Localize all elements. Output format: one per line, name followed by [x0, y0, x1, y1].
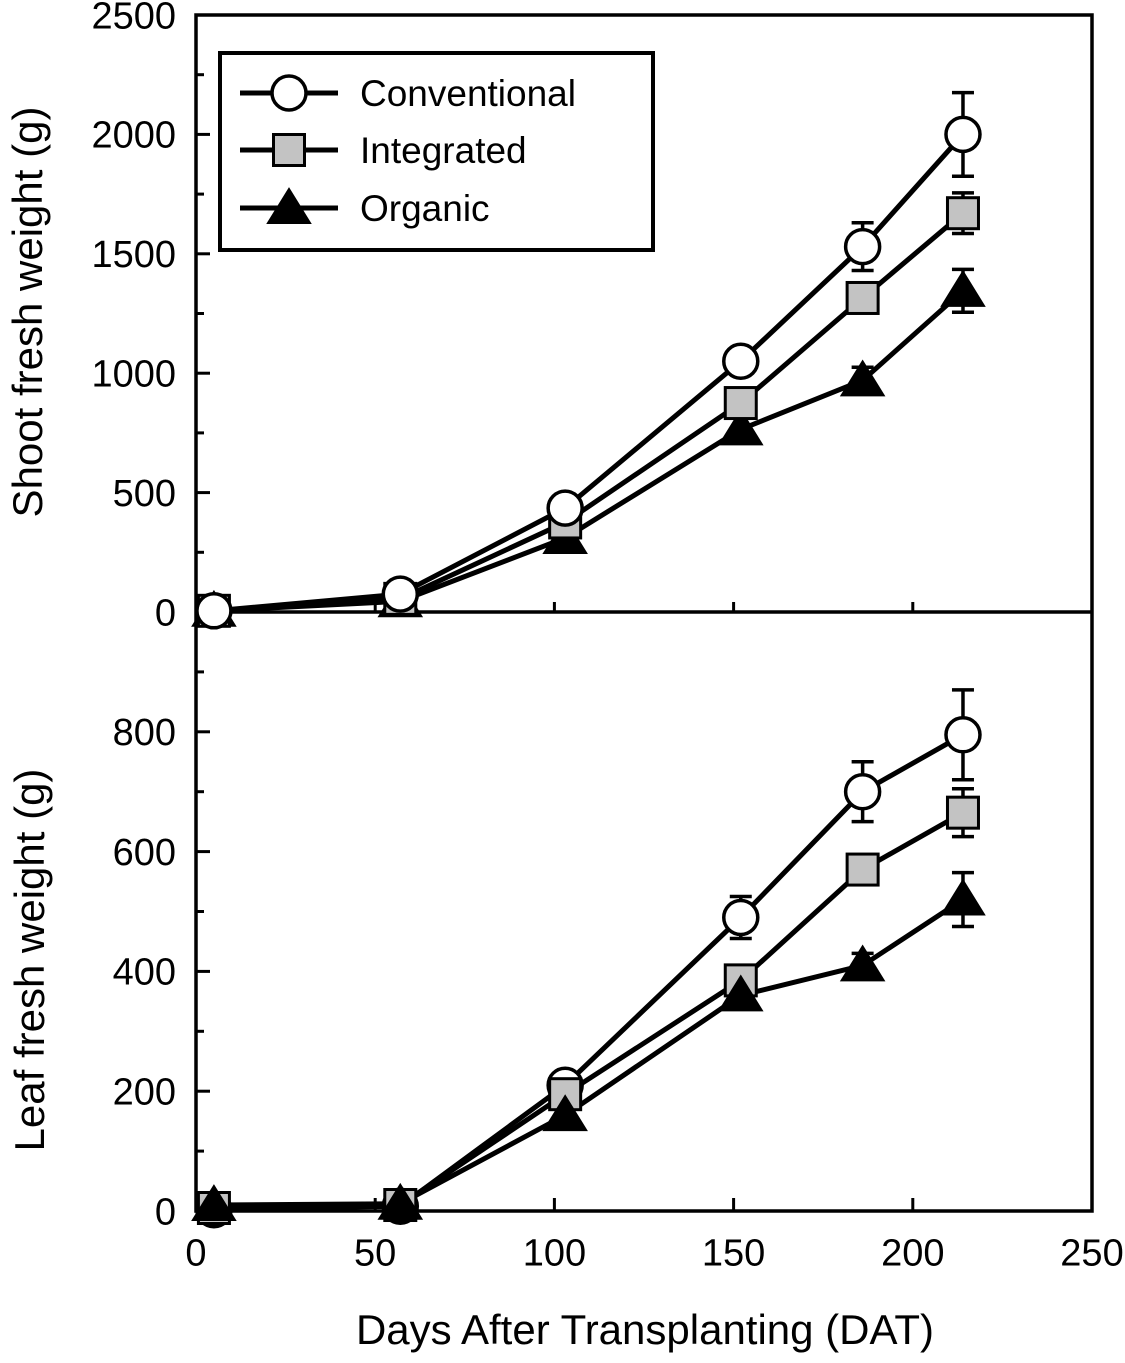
y-tick-label: 500 — [113, 473, 176, 515]
legend-item-organic: Organic — [240, 187, 490, 229]
marker-organic-152dat — [717, 974, 764, 1012]
series-line-organic — [213, 288, 965, 614]
legend-label-organic: Organic — [360, 188, 490, 229]
marker-organic-186dat — [839, 359, 886, 397]
x-tick-label: 0 — [185, 1232, 206, 1274]
marker-organic-5dat — [191, 1184, 237, 1222]
series-line-organic — [213, 897, 965, 1208]
y-axis-title-shoot-fresh-weight: Shoot fresh weight (g) — [4, 106, 51, 518]
y-tick-label: 2000 — [91, 115, 176, 157]
legend-marker-square — [272, 133, 306, 167]
marker-organic-214dat — [940, 878, 986, 916]
y-axis-title-leaf-fresh-weight: Leaf fresh weight (g) — [6, 768, 53, 1152]
marker-integrated-152dat — [723, 386, 758, 421]
markers-integrated — [196, 795, 980, 1226]
y-tick-label: 400 — [113, 952, 176, 994]
marker-organic-186dat — [839, 944, 886, 982]
legend-marker-circle — [270, 74, 308, 112]
x-tick-label: 150 — [702, 1232, 765, 1274]
marker-conventional-214dat — [944, 716, 982, 754]
legend-label-integrated: Integrated — [360, 130, 527, 171]
marker-organic-103dat — [542, 1094, 588, 1132]
y-tick-label: 1000 — [91, 354, 176, 396]
bottom-panel-data — [191, 688, 986, 1229]
marker-conventional-152dat — [722, 342, 760, 381]
marker-conventional-214dat — [944, 115, 982, 154]
y-tick-label: 600 — [113, 832, 176, 874]
bottom-panel-axes: 0 200 400 600 800 0 50 100 150 200 250 — [113, 670, 1124, 1274]
marker-integrated-186dat — [845, 280, 880, 315]
markers-conventional — [195, 115, 982, 630]
x-tick-label: 50 — [354, 1232, 396, 1274]
legend-item-integrated: Integrated — [240, 130, 527, 171]
marker-conventional-186dat — [843, 227, 882, 266]
legend: Conventional Integrated Organic — [218, 51, 655, 252]
y-tick-label: 0 — [155, 592, 176, 634]
legend-label-conventional: Conventional — [360, 73, 576, 114]
y-tick-label: 2500 — [91, 0, 176, 37]
y-tick-label: 0 — [155, 1191, 176, 1233]
x-tick-label: 200 — [881, 1232, 944, 1274]
y-tick-label: 200 — [113, 1072, 176, 1114]
marker-conventional-186dat — [843, 772, 882, 811]
marker-organic-214dat — [940, 269, 986, 307]
marker-integrated-214dat — [945, 196, 980, 231]
marker-conventional-103dat — [546, 489, 584, 527]
marker-conventional-57dat — [381, 575, 420, 613]
marker-integrated-214dat — [945, 795, 980, 830]
marker-organic-152dat — [717, 408, 764, 446]
series-line-conventional — [213, 132, 965, 614]
y-tick-label: 800 — [113, 712, 176, 754]
x-axis-title-days-after-transplanting: Days After Transplanting (DAT) — [355, 1306, 935, 1353]
legend-item-conventional: Conventional — [240, 73, 576, 114]
marker-conventional-5dat — [195, 592, 233, 630]
x-tick-label: 100 — [523, 1232, 586, 1274]
legend-marker-triangle — [266, 187, 312, 224]
markers-organic — [191, 878, 986, 1222]
x-tick-label: 250 — [1060, 1232, 1123, 1274]
marker-organic-57dat — [377, 1182, 424, 1220]
y-tick-label: 1500 — [91, 234, 176, 276]
top-panel-data — [191, 90, 986, 630]
top-panel-axes: 0 500 1000 1500 2000 2500 — [91, 0, 1094, 634]
marker-conventional-152dat — [722, 898, 760, 937]
marker-integrated-186dat — [845, 852, 880, 887]
